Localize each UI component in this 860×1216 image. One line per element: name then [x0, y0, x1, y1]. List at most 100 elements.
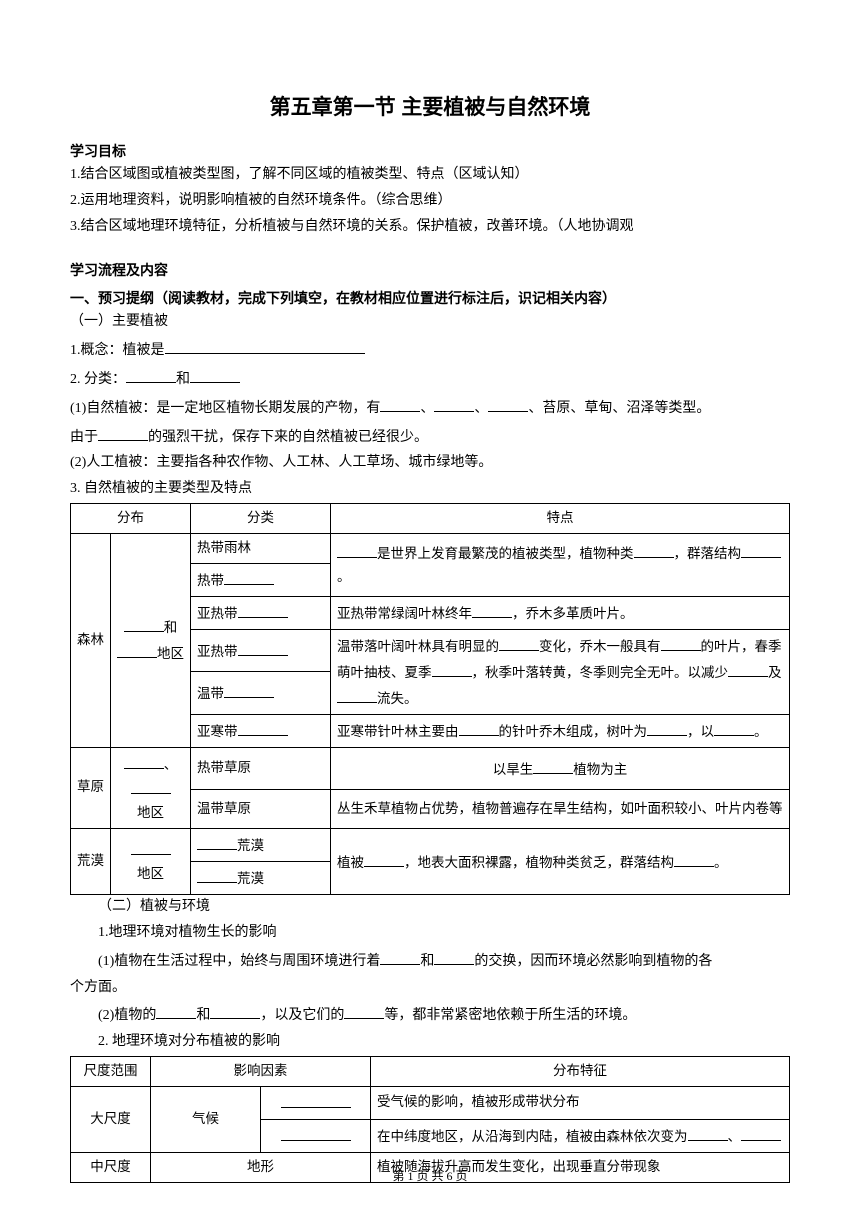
blank — [364, 849, 404, 867]
th-factor: 影响因素 — [151, 1057, 371, 1087]
vegetation-table: 分布 分类 特点 森林 和 地区 热带雨林 是世界上发育最繁茂的植被类型，植物种… — [70, 503, 790, 895]
text: 和 — [196, 1008, 210, 1023]
blank — [126, 365, 176, 383]
blank-cell — [261, 1086, 371, 1119]
blank — [124, 614, 164, 632]
blank — [238, 718, 288, 736]
blank — [337, 685, 377, 703]
natural-veg-text: (1)自然植被：是一定地区植物长期发展的产物，有 — [70, 401, 380, 416]
text: 是世界上发育最繁茂的植被类型，植物 — [377, 546, 607, 561]
text: 亚热带 — [197, 644, 238, 659]
th-category: 分类 — [191, 504, 331, 534]
tropical-cell: 热带 — [191, 563, 331, 596]
and-text: 和 — [164, 620, 178, 635]
text: 的交换，因而环境必然影响到植物的各 — [474, 954, 712, 969]
text: 亚热带常绿阔叶林终年 — [337, 606, 472, 621]
category-line: 2. 分类：和 — [70, 365, 790, 392]
feat-cell: 温带落叶阔叶林具有明显的变化，乔木一般具有的叶片，春季萌叶抽枝、夏季，秋季叶落转… — [331, 629, 790, 714]
text: ，以 — [687, 724, 714, 739]
feat-cell: 是世界上发育最繁茂的植被类型，植物种类 ，群落结构。 — [331, 533, 790, 596]
page-title: 第五章第一节 主要植被与自然环境 — [70, 90, 790, 126]
blank — [688, 1123, 728, 1141]
text: 植物为主 — [573, 762, 627, 777]
text: 种类 — [607, 546, 634, 561]
text: ，群落结构 — [674, 546, 742, 561]
text: ，地表大面积裸露，植物种类贫乏，群落结构 — [404, 855, 674, 870]
objective-1: 1.结合区域图或植被类型图，了解不同区域的植被类型、特点（区域认知） — [70, 163, 790, 187]
text: 及 — [768, 665, 782, 680]
table-row: 草原 、 地区 热带草原 以旱生植物为主 — [71, 747, 790, 790]
blank — [714, 718, 754, 736]
feat-cell: 以旱生 植物为主 — [331, 747, 790, 790]
blank — [380, 394, 420, 412]
feat-cell: 植被，地表大面积裸露，植物种类贫乏，群落结构。 — [331, 829, 790, 895]
s2-p2: (2)植物的和，以及它们的等，都非常紧密地依赖于所生活的环境。 — [70, 1001, 790, 1028]
artificial-veg-line: (2)人工植被：主要指各种农作物、人工林、人工草场、城市绿地等。 — [70, 451, 790, 475]
desert1-cell: 荒漠 — [191, 829, 331, 862]
table-header-row: 分布 分类 特点 — [71, 504, 790, 534]
blank — [728, 659, 768, 677]
large-scale: 大尺度 — [71, 1086, 151, 1152]
feat-cell: 受气候的影响，植被形成带状分布 — [371, 1086, 790, 1119]
objective-3: 3.结合区域地理环境特征，分析植被与自然环境的关系。保护植被，改善环境。（人地协… — [70, 215, 790, 239]
blank — [459, 718, 499, 736]
text: 等，都非常紧密地依赖于所生活的环境。 — [384, 1008, 636, 1023]
text: 和 — [420, 954, 434, 969]
text: (2)植物的 — [98, 1008, 156, 1023]
text: 亚寒带 — [197, 724, 238, 739]
blank — [165, 336, 365, 354]
blank — [674, 849, 714, 867]
section-1-header: （一）主要植被 — [70, 310, 790, 334]
outline-header: 一、预习提纲（阅读教材，完成下列填空，在教材相应位置进行标注后，识记相关内容） — [70, 287, 790, 311]
blank — [224, 567, 274, 585]
s2-p1: (1)植物在生活过程中，始终与周围环境进行着 和 的交换，因而环境必然影响到植物的各 — [70, 947, 790, 974]
tropical-rain: 热带雨林 — [191, 533, 331, 563]
text: 温带落叶阔叶林具有明显的 — [337, 639, 499, 654]
blank — [434, 947, 474, 965]
forest-label: 森林 — [71, 533, 111, 747]
blank — [741, 540, 781, 558]
text: 亚热带 — [197, 606, 238, 621]
feat-cell: 在中纬度地区，从沿海到内陆，植被由森林依次变为、 — [371, 1119, 790, 1152]
blank — [344, 1001, 384, 1019]
blank — [281, 1123, 351, 1141]
text: 变化，乔木一般具有 — [539, 639, 661, 654]
blank — [124, 751, 164, 769]
temperate-grass: 温带草原 — [191, 790, 331, 829]
objective-2: 2.运用地理资料，说明影响植被的自然环境条件。（综合思维） — [70, 189, 790, 213]
blank — [197, 832, 237, 850]
area-text: 地区 — [157, 646, 184, 661]
grassland-label: 草原 — [71, 747, 111, 829]
text: 以旱生 — [493, 762, 534, 777]
blank — [210, 1001, 260, 1019]
nv2-prefix: 由于 — [70, 430, 98, 445]
blank — [661, 633, 701, 651]
blank — [647, 718, 687, 736]
blank — [434, 394, 474, 412]
natural-veg-line2: 由于的强烈干扰，保存下来的自然植被已经很少。 — [70, 423, 790, 450]
th-distribution: 分布 — [71, 504, 191, 534]
th-feature: 特点 — [331, 504, 790, 534]
text: 热带 — [197, 573, 224, 588]
blank — [533, 756, 573, 774]
text: 。 — [337, 569, 351, 584]
concept-line: 1.概念：植被是 — [70, 336, 790, 363]
feat-cell: 亚热带常绿阔叶林终年，乔木多革质叶片。 — [331, 596, 790, 629]
text: 地区 — [137, 805, 164, 820]
blank — [281, 1090, 351, 1108]
text: 荒漠 — [237, 838, 264, 853]
natural-veg-line: (1)自然植被：是一定地区植物长期发展的产物，有、、、苔原、草甸、沼泽等类型。 — [70, 394, 790, 421]
desert-label: 荒漠 — [71, 829, 111, 895]
s2-item1: 1.地理环境对植物生长的影响 — [70, 921, 790, 945]
blank-cell — [261, 1119, 371, 1152]
text: 植被 — [337, 855, 364, 870]
blank — [238, 638, 288, 656]
text: 流失。 — [377, 691, 418, 706]
text: (1)植物在生活过程中，始终与周围环境进行着 — [98, 954, 380, 969]
table-row: 大尺度 气候 受气候的影响，植被形成带状分布 — [71, 1086, 790, 1119]
s2-item2: 2. 地理环境对分布植被的影响 — [70, 1030, 790, 1054]
blank — [156, 1001, 196, 1019]
blank — [741, 1123, 781, 1141]
tropical-grass: 热带草原 — [191, 747, 331, 790]
text: 。 — [754, 724, 768, 739]
